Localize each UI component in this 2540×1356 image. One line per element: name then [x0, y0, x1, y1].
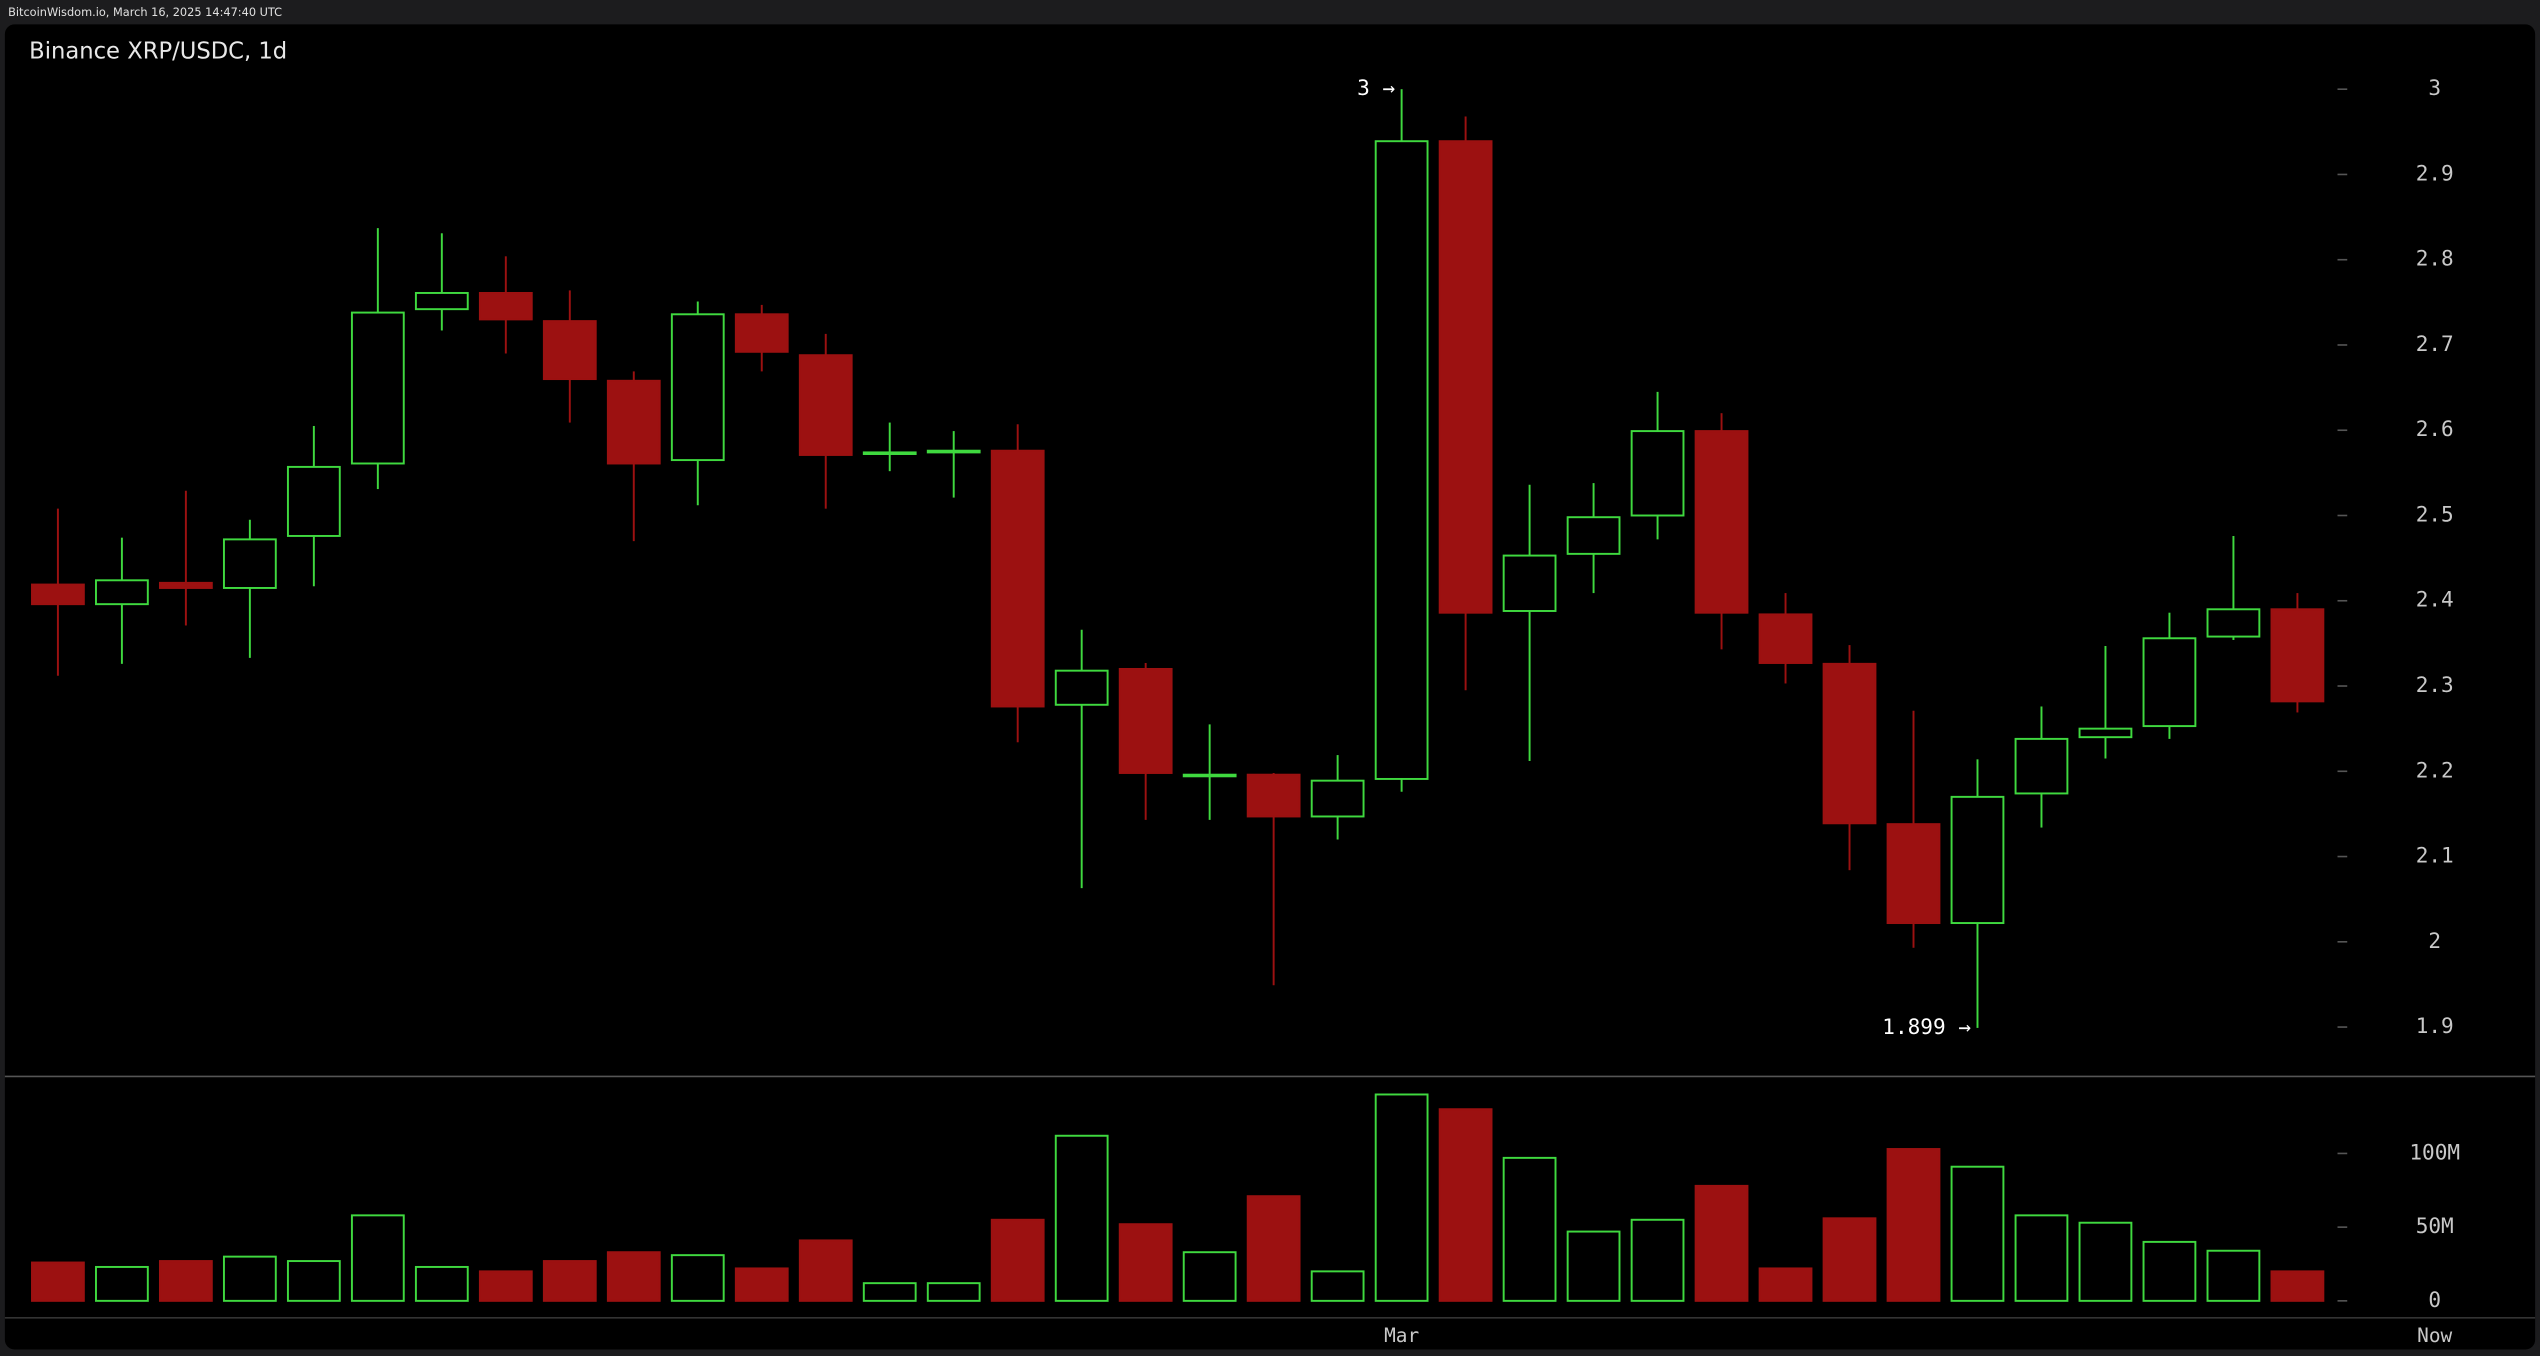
volume-bar — [1566, 1230, 1621, 1302]
candle-body — [2014, 737, 2069, 795]
candle-body — [2078, 727, 2133, 739]
volume-bar — [158, 1260, 213, 1302]
volume-bar — [286, 1260, 341, 1302]
volume-bar — [1822, 1217, 1877, 1302]
candle-body — [542, 320, 597, 381]
candle-body — [2270, 608, 2325, 703]
volume-bar — [1054, 1134, 1109, 1302]
volume-bar — [1310, 1270, 1365, 1302]
candle-body — [1118, 667, 1173, 774]
volume-bar — [1950, 1165, 2005, 1302]
candle-body — [1310, 779, 1365, 818]
y2-tick-label: 100M — [2409, 1139, 2460, 1164]
y-tick-label: 1.9 — [2416, 1013, 2454, 1038]
candle-body — [1438, 140, 1493, 614]
x-tick-label: Mar — [1384, 1324, 1419, 1347]
candle-body — [1694, 430, 1749, 614]
candle-body — [1758, 613, 1813, 664]
volume-bar — [1886, 1148, 1941, 1302]
candle-body — [670, 313, 725, 462]
volume-bar — [1374, 1093, 1429, 1302]
chart-title: Binance XRP/USDC, 1d — [29, 38, 287, 64]
volume-bar — [31, 1261, 85, 1302]
candle-body — [95, 579, 149, 606]
y-tick-label: 2.1 — [2416, 843, 2454, 868]
candle-body — [862, 451, 917, 455]
annotation: 3 → — [1357, 75, 1395, 100]
volume-bar — [1502, 1156, 1557, 1302]
y-tick-label: 2.5 — [2416, 501, 2454, 526]
y-tick-label: 2.8 — [2416, 246, 2454, 271]
volume-bar — [862, 1282, 917, 1302]
volume-bar — [350, 1214, 405, 1302]
y-tick-label: 3 — [2428, 75, 2441, 100]
volume-bar — [2142, 1240, 2197, 1302]
volume-bar — [95, 1265, 149, 1302]
annotation: 1.899 → — [1882, 1014, 1971, 1039]
y-tick-label: 2.7 — [2416, 331, 2454, 356]
header: BitcoinWisdom.io, March 16, 2025 14:47:4… — [8, 5, 282, 19]
chart-panel — [4, 24, 2536, 1350]
candle-body — [1246, 773, 1301, 818]
volume-bar — [606, 1251, 661, 1302]
volume-bar — [1246, 1195, 1301, 1302]
candle-body — [2142, 637, 2197, 728]
volume-bar — [2078, 1221, 2133, 1302]
volume-bar — [2014, 1214, 2069, 1302]
volume-bar — [478, 1270, 533, 1302]
y-tick-label: 2 — [2428, 928, 2441, 953]
candle-body — [1374, 140, 1429, 780]
volume-bar — [734, 1267, 789, 1302]
candle-body — [606, 379, 661, 465]
y-tick-label: 2.6 — [2416, 416, 2454, 441]
y-tick-label: 2.9 — [2416, 160, 2454, 185]
candle-body — [286, 465, 341, 537]
candle-body — [990, 449, 1045, 708]
volume-bar — [1758, 1267, 1813, 1302]
y2-tick-label: 50M — [2416, 1213, 2454, 1238]
candle-body — [478, 291, 533, 321]
y-tick-label: 2.4 — [2416, 587, 2454, 612]
candle-body — [1054, 669, 1109, 706]
candle-body — [31, 583, 85, 606]
volume-bar — [798, 1239, 853, 1302]
candle-body — [926, 449, 981, 454]
candle-body — [1886, 823, 1941, 925]
candle-body — [734, 313, 789, 353]
candle-body — [798, 354, 853, 456]
candle-body — [414, 291, 469, 311]
candle-body — [350, 311, 405, 465]
now-label: Now — [2417, 1324, 2452, 1347]
volume-bar — [926, 1282, 981, 1302]
candle-body — [2206, 608, 2261, 638]
volume-bar — [1118, 1223, 1173, 1302]
candle-body — [1950, 795, 2005, 925]
volume-bar — [1182, 1251, 1237, 1302]
volume-bar — [222, 1255, 277, 1302]
candle-body — [1182, 773, 1237, 778]
volume-bar — [990, 1218, 1045, 1302]
candle-body — [1566, 516, 1621, 555]
volume-bar — [542, 1260, 597, 1302]
candle-body — [158, 581, 213, 589]
y-tick-label: 2.2 — [2416, 757, 2454, 782]
volume-bar — [1630, 1218, 1685, 1302]
y-tick-label: 2.3 — [2416, 672, 2454, 697]
volume-bar — [1694, 1184, 1749, 1302]
candle-body — [1502, 554, 1557, 612]
candle-body — [222, 538, 277, 589]
volume-bar — [1438, 1108, 1493, 1302]
volume-bar — [2270, 1270, 2325, 1302]
y2-tick-label: 0 — [2428, 1287, 2441, 1312]
volume-bar — [2206, 1249, 2261, 1302]
candle-body — [1630, 430, 1685, 517]
candle-body — [1822, 662, 1877, 825]
volume-bar — [670, 1254, 725, 1302]
volume-bar — [414, 1265, 469, 1302]
